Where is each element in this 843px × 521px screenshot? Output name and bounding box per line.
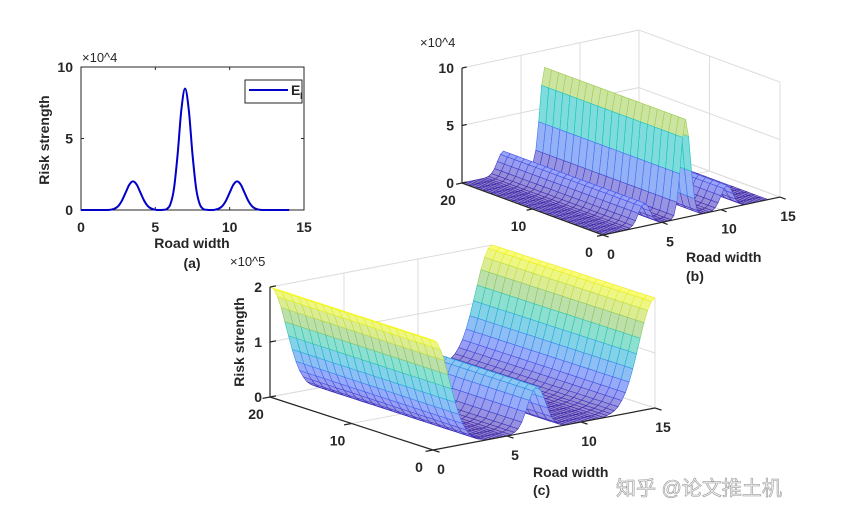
panel-label-c: (c) bbox=[533, 482, 550, 498]
x-tick-label: 0 bbox=[77, 219, 85, 235]
legend-subscript: l bbox=[300, 91, 303, 101]
y-tick-mark bbox=[343, 422, 352, 426]
x-tick-mark bbox=[779, 196, 786, 200]
x-tick-label: 0 bbox=[607, 246, 615, 262]
y-tick-mark bbox=[526, 208, 533, 211]
y-tick-label: 20 bbox=[248, 406, 264, 422]
legend: E l bbox=[244, 79, 303, 104]
z-tick-mark bbox=[269, 285, 277, 288]
z-tick-label: 5 bbox=[446, 118, 454, 134]
surface-patch bbox=[424, 337, 437, 343]
z-multiplier-b: ×10^4 bbox=[420, 35, 455, 50]
z-tick-label: 10 bbox=[438, 60, 454, 76]
x-axis-label-b: Road width bbox=[686, 249, 761, 265]
y-tick-mark bbox=[262, 396, 271, 399]
y-tick-label: 10 bbox=[330, 433, 346, 449]
z-tick-label: 2 bbox=[254, 279, 262, 295]
x-tick-label: 15 bbox=[780, 208, 796, 224]
z-tick-label: 0 bbox=[446, 175, 454, 191]
x-tick-label: 10 bbox=[581, 433, 597, 449]
y-tick-label: 10 bbox=[57, 59, 73, 75]
x-axis-line bbox=[602, 196, 781, 236]
x-axis-line bbox=[432, 407, 656, 451]
x-tick-label: 10 bbox=[222, 219, 238, 235]
z-tick-mark bbox=[461, 123, 467, 127]
y-multiplier-a: ×10^4 bbox=[82, 50, 117, 65]
y-axis-label-a: Risk strength bbox=[36, 95, 52, 184]
y-tick-label: 0 bbox=[415, 459, 423, 475]
z-multiplier-c: ×10^5 bbox=[230, 254, 265, 269]
x-axis-label-a: Road width bbox=[154, 235, 229, 251]
z-tick-label: 1 bbox=[254, 334, 262, 350]
watermark: 知乎 @论文推土机 bbox=[616, 477, 782, 500]
z-axis-label-c: Risk strength bbox=[231, 297, 247, 386]
z-tick-mark bbox=[461, 181, 467, 184]
z-tick-mark bbox=[461, 66, 467, 69]
panel-label-a: (a) bbox=[183, 255, 200, 271]
y-tick-mark bbox=[455, 182, 463, 185]
y-tick-label: 10 bbox=[511, 218, 527, 234]
y-tick-label: 0 bbox=[585, 244, 593, 260]
z-tick-label: 0 bbox=[254, 389, 262, 405]
y-tick-mark bbox=[596, 234, 604, 237]
grid-line bbox=[638, 29, 781, 83]
series-line-E-l bbox=[80, 87, 290, 212]
panel-label-b: (b) bbox=[686, 268, 704, 284]
x-tick-mark bbox=[580, 421, 588, 425]
grid-line bbox=[638, 87, 781, 141]
y-tick-label: 5 bbox=[65, 131, 73, 147]
x-tick-label: 5 bbox=[151, 219, 159, 235]
x-tick-label: 5 bbox=[666, 233, 674, 249]
z-tick-mark bbox=[269, 395, 277, 398]
x-tick-mark bbox=[720, 209, 727, 213]
x-tick-label: 15 bbox=[655, 419, 671, 435]
x-tick-mark bbox=[661, 221, 668, 225]
x-tick-label: 5 bbox=[511, 447, 519, 463]
x-tick-mark bbox=[432, 449, 440, 453]
legend-label: E bbox=[291, 82, 300, 98]
x-tick-label: 15 bbox=[296, 219, 312, 235]
x-tick-mark bbox=[506, 435, 514, 439]
grid-line bbox=[461, 29, 640, 69]
y-tick-mark bbox=[425, 449, 434, 452]
x-tick-mark bbox=[654, 407, 662, 411]
z-tick-mark bbox=[269, 340, 277, 343]
y-tick-label: 20 bbox=[440, 192, 456, 208]
x-tick-mark bbox=[602, 234, 609, 238]
x-axis-label-c: Road width bbox=[533, 464, 608, 480]
x-tick-label: 10 bbox=[721, 221, 737, 237]
grid-line bbox=[269, 244, 493, 288]
y-tick-label: 0 bbox=[65, 202, 73, 218]
panel-a: 0 5 10 15 0 5 10 ×10^4 Risk strength Road widt… bbox=[36, 50, 312, 271]
x-tick-label: 0 bbox=[437, 461, 445, 477]
